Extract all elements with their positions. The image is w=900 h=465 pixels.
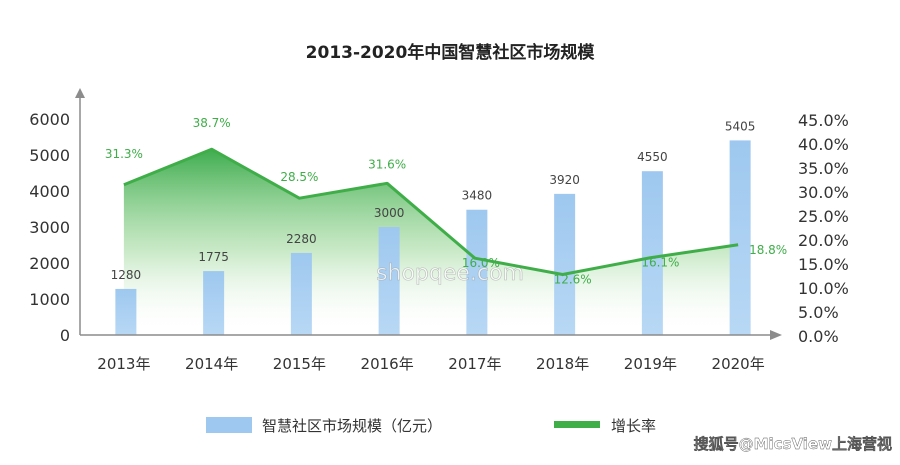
bar-0 — [115, 288, 137, 335]
x-tick-label: 2020年 — [712, 355, 765, 373]
growth-area — [123, 149, 739, 335]
y-right-tick-label: 40.0% — [798, 135, 849, 154]
axes: 0 1000 2000 3000 4000 5000 6000 0.0% 5.0% 10.0% 15… — [29, 88, 849, 373]
y-axis-arrow — [75, 88, 85, 98]
y-right-tick-label: 30.0% — [798, 183, 849, 202]
growth-area-fill — [123, 149, 739, 335]
y-right-tick-label: 0.0% — [798, 327, 839, 346]
y-left-tick-label: 1000 — [29, 290, 70, 309]
growth-rate-label: 28.5% — [280, 170, 318, 184]
bar-value-label: 3000 — [374, 206, 405, 220]
x-tick-label: 2019年 — [624, 355, 677, 373]
bar-6 — [641, 171, 663, 335]
bar-2 — [290, 252, 312, 335]
chart-title: 2013-2020年中国智慧社区市场规模 — [306, 42, 596, 63]
bar-3 — [378, 227, 400, 335]
bar-4 — [466, 209, 488, 335]
growth-line-series — [123, 147, 739, 277]
y-right-tick-label: 10.0% — [798, 279, 849, 298]
bar-5 — [554, 193, 576, 335]
growth-rate-label: 16.1% — [641, 256, 679, 270]
bar-value-label: 2280 — [286, 232, 317, 246]
legend: 智慧社区市场规模（亿元） 增长率 — [206, 417, 656, 435]
x-axis-arrow — [770, 330, 782, 340]
bar-series — [115, 140, 751, 335]
y-left-tick-label: 5000 — [29, 146, 70, 165]
y-left-tick-label: 2000 — [29, 254, 70, 273]
growth-rate-label: 38.7% — [193, 116, 231, 130]
watermark-text: shopqee.com — [376, 261, 524, 286]
y-right-tick-label: 35.0% — [798, 159, 849, 178]
y-right-tick-label: 20.0% — [798, 231, 849, 250]
bar-1 — [203, 271, 225, 335]
growth-rate-label: 12.6% — [554, 273, 592, 287]
legend-bar-swatch — [206, 417, 252, 433]
x-tick-label: 2017年 — [448, 355, 501, 373]
x-tick-label: 2014年 — [185, 355, 238, 373]
y-left-tick-label: 0 — [60, 326, 70, 345]
x-tick-label: 2016年 — [361, 355, 414, 373]
legend-line-label: 增长率 — [611, 417, 656, 435]
growth-line — [123, 147, 739, 277]
y-right-tick-label: 45.0% — [798, 111, 849, 130]
data-labels: 1280 1775 2280 3000 3480 3920 4550 5405 31.3% 38.… — [105, 116, 787, 286]
legend-bar-label: 智慧社区市场规模（亿元） — [262, 417, 442, 435]
legend-line-swatch — [554, 421, 600, 428]
growth-rate-label: 16.0% — [462, 256, 500, 270]
growth-rate-label: 31.6% — [368, 157, 406, 171]
bar-value-label: 1280 — [111, 268, 142, 282]
y-right-tick-label: 5.0% — [798, 303, 839, 322]
bar-value-label: 1775 — [198, 250, 229, 264]
x-tick-label: 2013年 — [97, 355, 150, 373]
y-left-tick-label: 6000 — [29, 110, 70, 129]
y-right-tick-label: 15.0% — [798, 255, 849, 274]
x-tick-label: 2015年 — [273, 355, 326, 373]
growth-rate-label: 18.8% — [749, 243, 787, 257]
source-credit: 搜狐号@MicsView上海营视 — [694, 435, 892, 453]
bar-7 — [729, 140, 751, 335]
bar-value-label: 5405 — [725, 119, 756, 133]
y-left-tick-label: 3000 — [29, 218, 70, 237]
growth-rate-label: 31.3% — [105, 147, 143, 161]
bar-value-label: 4550 — [637, 150, 668, 164]
x-tick-label: 2018年 — [536, 355, 589, 373]
y-right-tick-label: 25.0% — [798, 207, 849, 226]
y-left-tick-label: 4000 — [29, 182, 70, 201]
bar-value-label: 3920 — [549, 173, 580, 187]
bar-value-label: 3480 — [462, 189, 493, 203]
